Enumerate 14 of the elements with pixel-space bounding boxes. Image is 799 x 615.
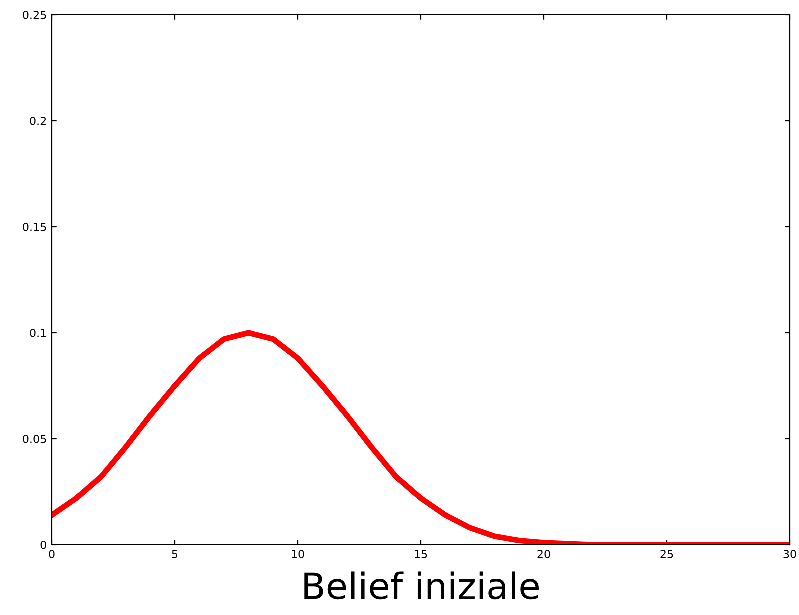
y-tick-label: 0 xyxy=(40,540,46,550)
y-tick-label: 0.15 xyxy=(23,222,46,232)
x-tick-label: 20 xyxy=(538,550,550,558)
y-tick-label: 0.25 xyxy=(23,10,46,20)
x-tick-label: 0 xyxy=(49,550,55,558)
x-tick-label: 15 xyxy=(415,550,428,558)
x-axis-title: Belief iniziale xyxy=(304,572,539,600)
x-tick-label: 30 xyxy=(784,550,796,558)
y-tick-label: 0.05 xyxy=(23,434,46,444)
x-tick-label: 10 xyxy=(292,550,304,558)
y-tick-label: 0.1 xyxy=(30,328,46,338)
x-tick-label: 5 xyxy=(172,550,178,558)
x-tick-label: 25 xyxy=(660,550,674,558)
y-tick-label: 0.2 xyxy=(30,116,46,126)
